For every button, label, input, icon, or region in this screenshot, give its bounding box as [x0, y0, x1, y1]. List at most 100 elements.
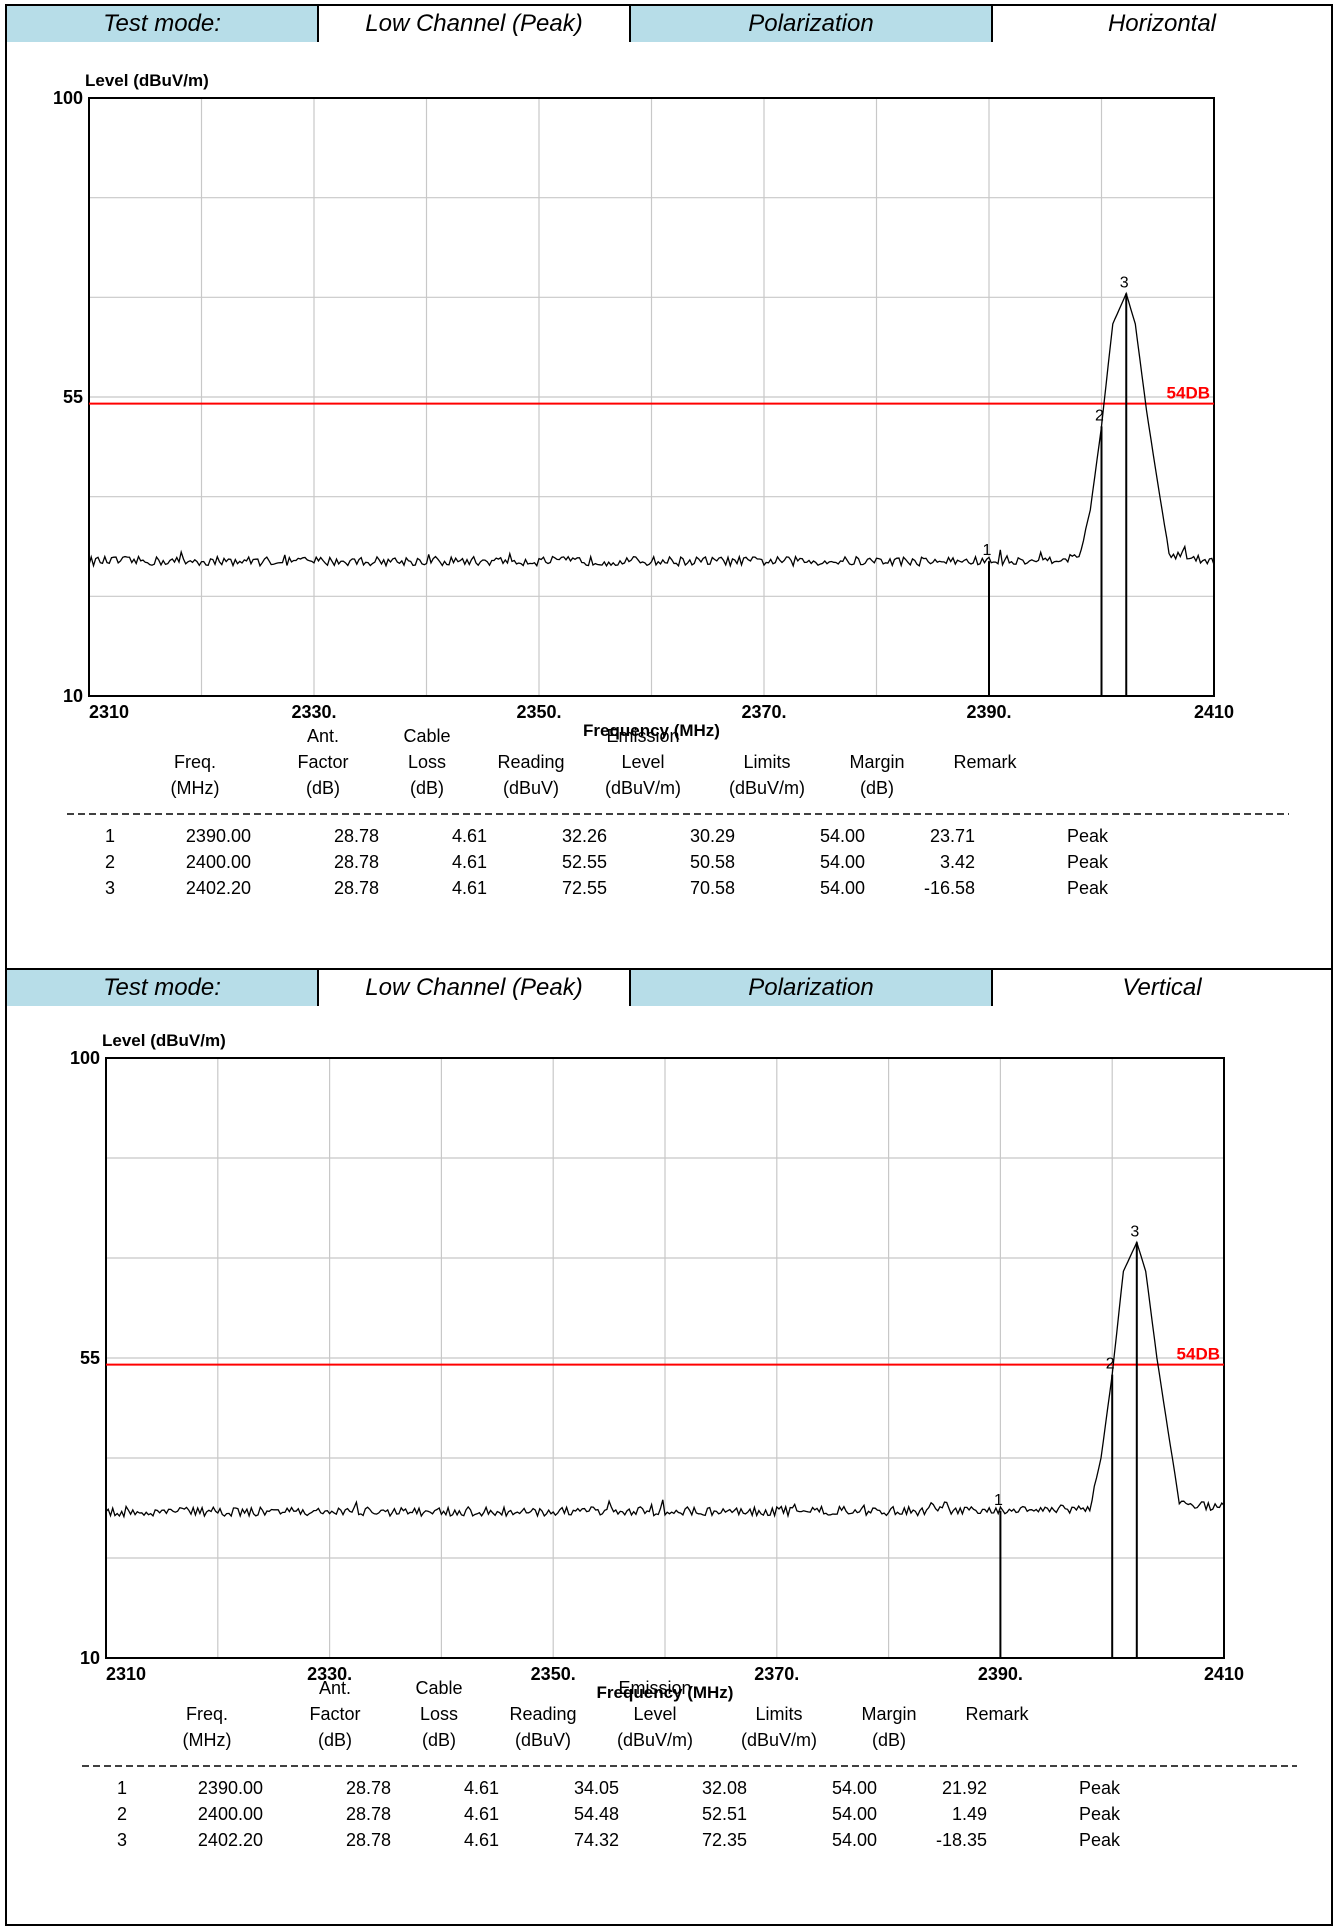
x-tick-label: 2410 [1204, 1664, 1244, 1684]
table-cell: 54.48 [574, 1804, 619, 1824]
x-axis-label: Frequency (MHz) [597, 1683, 734, 1702]
spectrum-trace [105, 1240, 1225, 1519]
table-cell: 28.78 [334, 826, 379, 846]
table-cell: 4.61 [452, 826, 487, 846]
table-cell: 28.78 [346, 1778, 391, 1798]
marker-label: 3 [1120, 274, 1129, 291]
test-mode-label: Test mode: [7, 6, 319, 42]
y-tick-label: 10 [63, 686, 83, 706]
table-cell: 50.58 [690, 852, 735, 872]
x-tick-label: 2310 [89, 702, 129, 722]
polarization-label: Polarization [631, 6, 993, 42]
table-header-cell: Factor [309, 1704, 360, 1724]
table-cell: 3 [117, 1830, 127, 1850]
x-tick-label: 2350. [516, 702, 561, 722]
table-header-cell: (dB) [306, 778, 340, 798]
x-tick-label: 2330. [291, 702, 336, 722]
marker-label: 3 [1130, 1223, 1139, 1240]
table-header-cell: Margin [849, 752, 904, 772]
table-header-cell: (dBuV) [515, 1730, 571, 1750]
table-cell: 4.61 [452, 878, 487, 898]
table-cell: Peak [1067, 826, 1109, 846]
table-cell: -18.35 [936, 1830, 987, 1850]
marker-label: 1 [994, 1492, 1003, 1509]
table-cell: 32.26 [562, 826, 607, 846]
table-cell: 4.61 [464, 1830, 499, 1850]
plot-frame [105, 1057, 1225, 1659]
table-cell: 23.71 [930, 826, 975, 846]
table-header-cell: Freq. [174, 752, 216, 772]
marker-label: 2 [1106, 1356, 1115, 1373]
table-cell: 54.00 [820, 826, 865, 846]
table-header-cell: (dBuV/m) [729, 778, 805, 798]
table-header-cell: (dBuV/m) [605, 778, 681, 798]
table-cell: 34.05 [574, 1778, 619, 1798]
table-cell: 70.58 [690, 878, 735, 898]
table-header-cell: Emission [606, 726, 679, 746]
table-header-cell: Ant. [307, 726, 339, 746]
table-header-cell: (MHz) [171, 778, 220, 798]
table-cell: -16.58 [924, 878, 975, 898]
y-tick-label: 100 [70, 1048, 100, 1068]
polarization-value: Vertical [1122, 974, 1202, 1001]
table-header-cell: Limits [743, 752, 790, 772]
y-tick-label: 100 [53, 88, 83, 108]
table-cell: 2 [117, 1804, 127, 1824]
table-cell: 2402.20 [186, 878, 251, 898]
table-header-cell: Emission [618, 1678, 691, 1698]
table-cell: 54.00 [832, 1778, 877, 1798]
table-cell: 74.32 [574, 1830, 619, 1850]
table-cell: 72.35 [702, 1830, 747, 1850]
table-header-cell: (dBuV) [503, 778, 559, 798]
panel-1-body: Level (dBuV/m) 10 55 100 2310 2330. 2350. 2370.… [5, 42, 1333, 970]
test-mode-value: Low Channel (Peak) [319, 6, 631, 42]
y-tick-label: 55 [80, 1348, 100, 1368]
table-cell: Peak [1079, 1804, 1121, 1824]
x-tick-label: 2370. [741, 702, 786, 722]
table-cell: 28.78 [346, 1830, 391, 1850]
table-header-cell: Margin [861, 1704, 916, 1724]
table-header-cell: Remark [953, 752, 1017, 772]
table-cell: 2400.00 [198, 1804, 263, 1824]
table-cell: 54.00 [820, 852, 865, 872]
table-header-cell: Reading [497, 752, 564, 772]
table-cell: 2400.00 [186, 852, 251, 872]
marker-label: 1 [983, 542, 992, 559]
table-cell: 4.61 [452, 852, 487, 872]
x-tick-label: 2410 [1194, 702, 1234, 722]
table-cell: 21.92 [942, 1778, 987, 1798]
table-header-cell: Limits [755, 1704, 802, 1724]
y-axis-label: Level (dBuV/m) [102, 1031, 226, 1050]
table-cell: 4.61 [464, 1804, 499, 1824]
spectrum-trace [88, 291, 1215, 569]
table-header-cell: Freq. [186, 1704, 228, 1724]
y-tick-label: 55 [63, 387, 83, 407]
table-cell: 1 [117, 1778, 127, 1798]
chart-vertical: Level (dBuV/m) 10 55 100 2310 2330. 2350. 2370.… [70, 1031, 1297, 1850]
table-cell: 1.49 [952, 1804, 987, 1824]
table-cell: 72.55 [562, 878, 607, 898]
table-cell: 28.78 [346, 1804, 391, 1824]
y-axis-label: Level (dBuV/m) [85, 71, 209, 90]
table-header-cell: Factor [297, 752, 348, 772]
table-cell: 54.00 [820, 878, 865, 898]
table-cell: 2390.00 [198, 1778, 263, 1798]
table-header-cell: (dBuV/m) [617, 1730, 693, 1750]
test-mode-value: Low Channel (Peak) [319, 970, 631, 1006]
table-header-cell: (dB) [872, 1730, 906, 1750]
table-header-cell: Level [621, 752, 664, 772]
polarization-value: Horizontal [1107, 10, 1217, 37]
table-header-cell: Cable [403, 726, 450, 746]
panel-2-header: Test mode: Low Channel (Peak) Polarizati… [5, 968, 1333, 1008]
table-header-cell: Remark [965, 1704, 1029, 1724]
test-mode-label: Test mode: [7, 970, 319, 1006]
x-tick-label: 2370. [754, 1664, 799, 1684]
panel-1-header: Test mode: Low Channel (Peak) Polarizati… [5, 4, 1333, 44]
table-cell: 2 [105, 852, 115, 872]
x-axis-label: Frequency (MHz) [583, 721, 720, 740]
table-header-cell: Loss [420, 1704, 458, 1724]
table-cell: 28.78 [334, 852, 379, 872]
x-tick-label: 2310 [106, 1664, 146, 1684]
x-tick-label: 2390. [978, 1664, 1023, 1684]
